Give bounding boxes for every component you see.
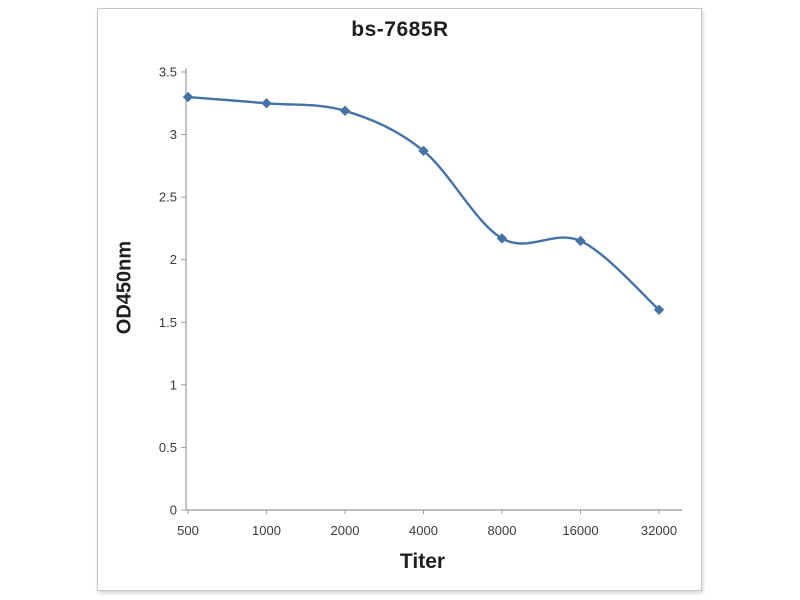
series-line [186,95,661,311]
x-tick-label: 8000 [488,523,517,538]
figure-panel [97,8,702,591]
series-marker [575,235,586,247]
series-marker [182,91,194,103]
series-marker [496,233,508,244]
series-marker [418,145,429,157]
x-tick-label: 16000 [562,523,598,538]
y-tick-label: 1 [170,377,177,392]
y-tick-label: 3.5 [159,65,177,80]
x-tick-label: 4000 [409,523,438,538]
x-tick-label: 32000 [641,523,677,538]
y-tick-label: 0.5 [159,440,177,455]
series-marker [261,98,272,109]
series-marker [653,304,665,315]
x-tick-label: 500 [177,523,199,538]
y-tick-label: 2.5 [159,190,177,205]
y-tick-label: 0 [170,503,177,518]
y-tick-label: 3 [170,127,177,142]
x-tick-label: 2000 [331,523,360,538]
x-axis-label: Titer [399,550,446,573]
x-tick-label: 1000 [252,523,281,538]
series-marker [339,105,351,117]
chart-title: bs-7685R [351,18,449,41]
y-tick-label: 2 [170,252,177,267]
y-tick-label: 1.5 [159,315,177,330]
